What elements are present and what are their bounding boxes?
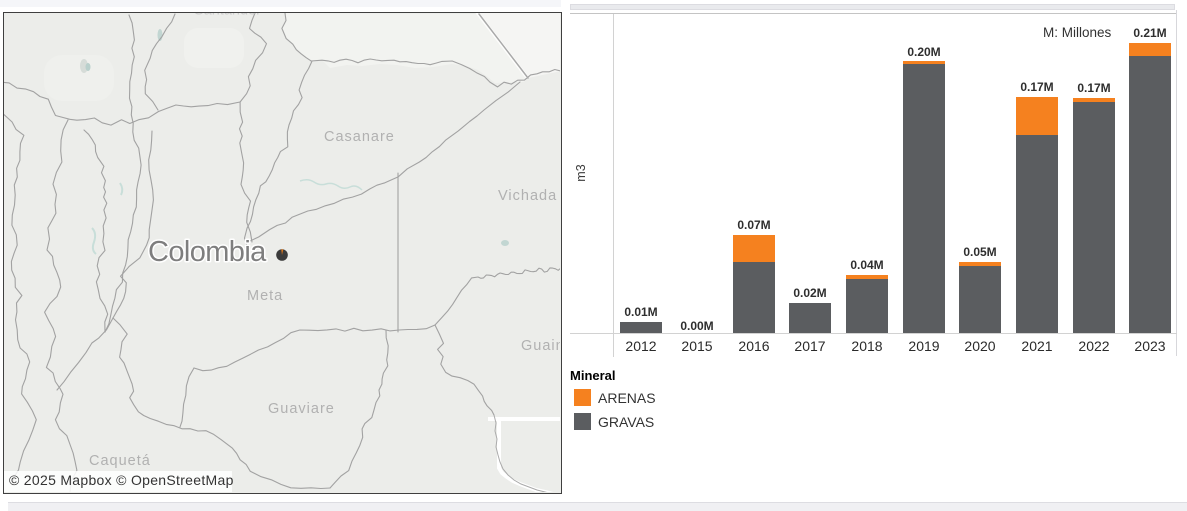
svg-text:Guainía: Guainía (521, 338, 560, 354)
svg-text:Colombia: Colombia (148, 236, 267, 268)
svg-text:Vichada: Vichada (498, 188, 557, 204)
svg-text:Guaviare: Guaviare (268, 401, 335, 417)
svg-text:Casanare: Casanare (324, 129, 395, 145)
svg-text:© 2025 Mapbox © OpenStreetMap: © 2025 Mapbox © OpenStreetMap (9, 472, 234, 488)
svg-text:Caquetá: Caquetá (89, 453, 151, 469)
svg-text:Santander: Santander (194, 13, 261, 19)
svg-text:Meta: Meta (247, 288, 283, 304)
